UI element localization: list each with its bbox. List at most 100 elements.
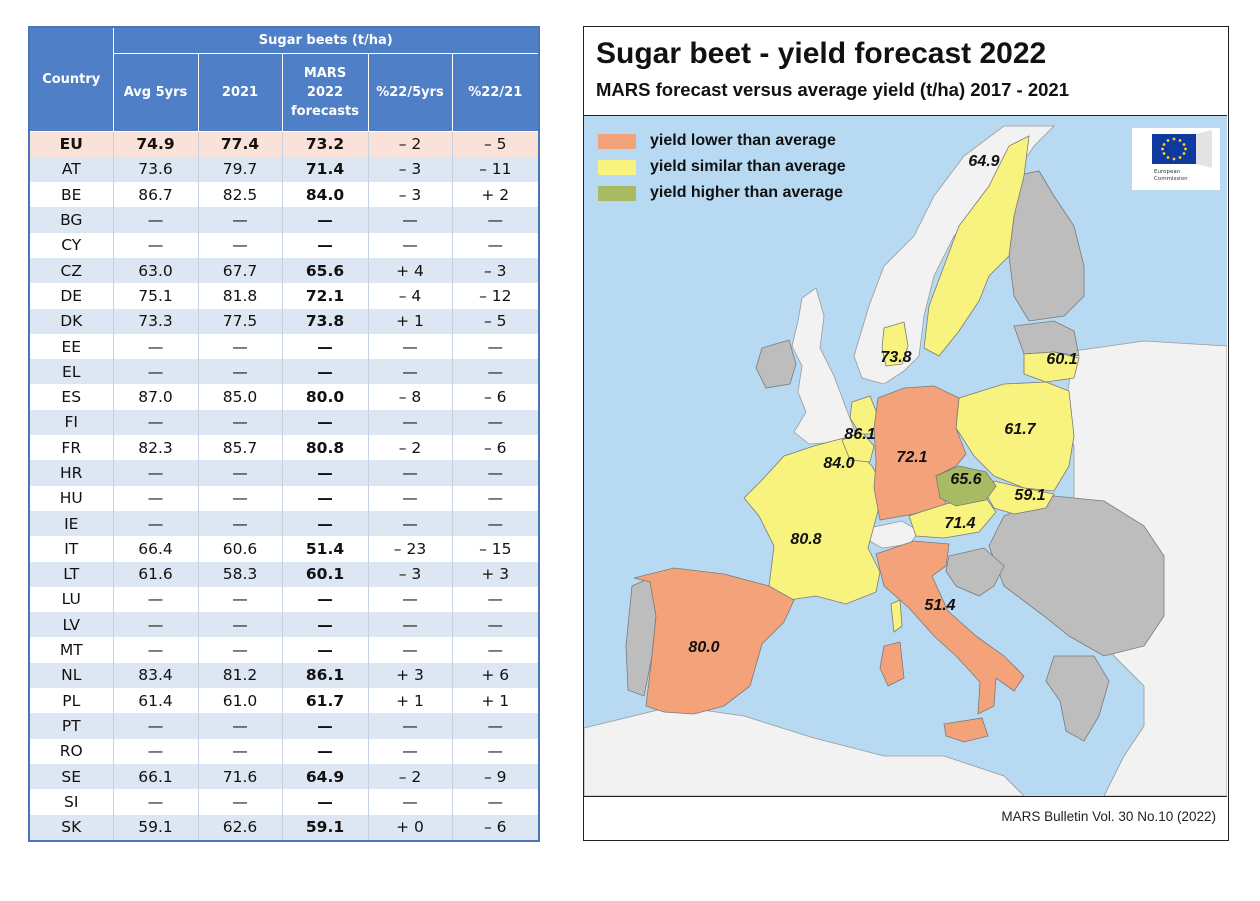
legend-label-similar: yield similar than average — [650, 158, 846, 175]
country-code-cell: PL — [29, 688, 114, 714]
avg-5yrs-cell: 63.0 — [113, 257, 199, 284]
change-5yrs-cell: – 8 — [368, 384, 453, 410]
change-5yrs-cell: — — [368, 637, 453, 663]
country-code-cell: RO — [29, 738, 114, 764]
avg-5yrs-cell: 66.1 — [113, 763, 199, 790]
change-2021-cell: — — [452, 738, 540, 764]
forecast-2022-cell: 60.1 — [282, 561, 369, 587]
map-label-be: 84.0 — [823, 455, 854, 472]
country-dk — [881, 321, 909, 367]
change-5yrs-cell: — — [368, 510, 453, 537]
avg-5yrs-cell: — — [113, 738, 199, 764]
change-2021-cell: — — [452, 409, 540, 436]
year-2021-cell: 81.2 — [198, 662, 283, 689]
change-vs-2021-column-header: %22/21 — [451, 52, 540, 132]
year-2021-cell: 58.3 — [198, 561, 283, 587]
table-row-el: EL — — — — — — [29, 359, 540, 385]
forecast-2022-cell: 80.0 — [282, 384, 369, 410]
country-code-cell: BE — [29, 182, 114, 208]
eu-flag-icon: European Commission — [1152, 130, 1212, 182]
country-code-cell: IE — [29, 510, 114, 537]
table-row-lt: LT 61.6 58.3 60.1– 3 + 3 — [29, 561, 540, 587]
country-es — [633, 567, 795, 715]
year-2021-cell: 62.6 — [198, 814, 283, 841]
year-2021-cell: — — [198, 333, 283, 360]
map-label-sk: 59.1 — [1014, 487, 1045, 504]
table-row-lv: LV — — — — — — [29, 612, 540, 638]
year-2021-cell: — — [198, 789, 283, 815]
non-eu-land-norway — [853, 125, 1055, 385]
table-row-pt: PT — — — — — — [29, 713, 540, 739]
forecast-2022-cell: 59.1 — [282, 814, 369, 841]
change-5yrs-cell: + 3 — [368, 662, 453, 689]
country-code-cell: EE — [29, 333, 114, 360]
mars-2022-forecast-column-header: MARS 2022 forecasts — [281, 52, 369, 132]
country-code-cell: EU — [29, 131, 114, 157]
avg-5yrs-cell: 73.3 — [113, 308, 199, 334]
year-2021-cell: — — [198, 713, 283, 739]
forecast-2022-cell: — — [282, 612, 369, 638]
avg-5yrs-cell: 86.7 — [113, 182, 199, 208]
avg-5yrs-cell: 83.4 — [113, 662, 199, 689]
change-2021-cell: – 5 — [452, 131, 540, 157]
avg-5yrs-cell: — — [113, 409, 199, 436]
change-2021-cell: – 6 — [452, 814, 540, 841]
table-body: EU 74.9 77.4 73.2– 2– 5 AT 73.6 79.7 71.4– 3– 1… — [29, 131, 540, 841]
country-se — [923, 135, 1030, 357]
change-5yrs-cell: — — [368, 460, 453, 486]
avg-5yrs-cell: 75.1 — [113, 283, 199, 309]
europe-map: 64.9 60.1 73.8 61.7 86.1 72.1 84.0 65.6 59.1 71.4… — [584, 115, 1227, 797]
year-2021-cell: — — [198, 485, 283, 511]
svg-text:European: European — [1154, 169, 1181, 175]
forecast-2022-cell: — — [282, 637, 369, 663]
table-row-es: ES 87.0 85.0 80.0– 8– 6 — [29, 384, 540, 410]
year-2021-cell: — — [198, 232, 283, 258]
avg-5yrs-column-header: Avg 5yrs — [112, 52, 199, 132]
avg-5yrs-cell: — — [113, 789, 199, 815]
forecast-2022-cell: — — [282, 460, 369, 486]
country-sardinia — [879, 641, 905, 687]
change-2021-cell: + 6 — [452, 662, 540, 689]
table-row-si: SI — — — — — — [29, 789, 540, 815]
year-2021-cell: — — [198, 359, 283, 385]
change-2021-cell: — — [452, 460, 540, 486]
map-label-nl: 86.1 — [844, 426, 875, 443]
change-2021-cell: – 5 — [452, 308, 540, 334]
forecast-2022-cell: 65.6 — [282, 257, 369, 284]
change-5yrs-cell: + 4 — [368, 257, 453, 284]
year-2021-cell: 61.0 — [198, 688, 283, 714]
map-label-lt: 60.1 — [1046, 351, 1077, 368]
country-code-cell: HR — [29, 460, 114, 486]
change-2021-cell: – 11 — [452, 156, 540, 183]
map-title: Sugar beet - yield forecast 2022 — [596, 37, 1047, 70]
forecast-2022-cell: 64.9 — [282, 763, 369, 790]
yield-forecast-map-panel: Sugar beet - yield forecast 2022 MARS fo… — [583, 26, 1229, 841]
change-2021-cell: — — [452, 789, 540, 815]
year-2021-cell: — — [198, 207, 283, 233]
year-2021-cell: — — [198, 612, 283, 638]
country-code-cell: LV — [29, 612, 114, 638]
country-code-cell: EL — [29, 359, 114, 385]
table-row-bg: BG — — — — — — [29, 207, 540, 233]
table-row-pl: PL 61.4 61.0 61.7 + 1 + 1 — [29, 688, 540, 714]
change-5yrs-cell: – 2 — [368, 435, 453, 461]
change-2021-cell: – 3 — [452, 257, 540, 284]
change-2021-cell: – 6 — [452, 435, 540, 461]
avg-5yrs-cell: — — [113, 510, 199, 537]
avg-5yrs-cell: — — [113, 460, 199, 486]
table-row-it: IT 66.4 60.6 51.4– 23– 15 — [29, 536, 540, 562]
country-code-cell: NL — [29, 662, 114, 689]
table-row-cy: CY — — — — — — [29, 232, 540, 258]
year-2021-cell: — — [198, 637, 283, 663]
forecast-2022-cell: — — [282, 510, 369, 537]
map-value-labels: 64.9 60.1 73.8 61.7 86.1 72.1 84.0 65.6 59.1 71.4… — [688, 153, 1077, 656]
table-row-lu: LU — — — — — — [29, 586, 540, 613]
legend-swatch-lower — [598, 134, 636, 149]
country-lt — [1023, 351, 1080, 383]
forecast-2022-cell: 51.4 — [282, 536, 369, 562]
change-2021-cell: — — [452, 612, 540, 638]
nodata-croatia-slovenia — [945, 547, 1005, 597]
country-code-cell: DE — [29, 283, 114, 309]
svg-text:Commission: Commission — [1154, 176, 1188, 182]
avg-5yrs-cell: — — [113, 485, 199, 511]
